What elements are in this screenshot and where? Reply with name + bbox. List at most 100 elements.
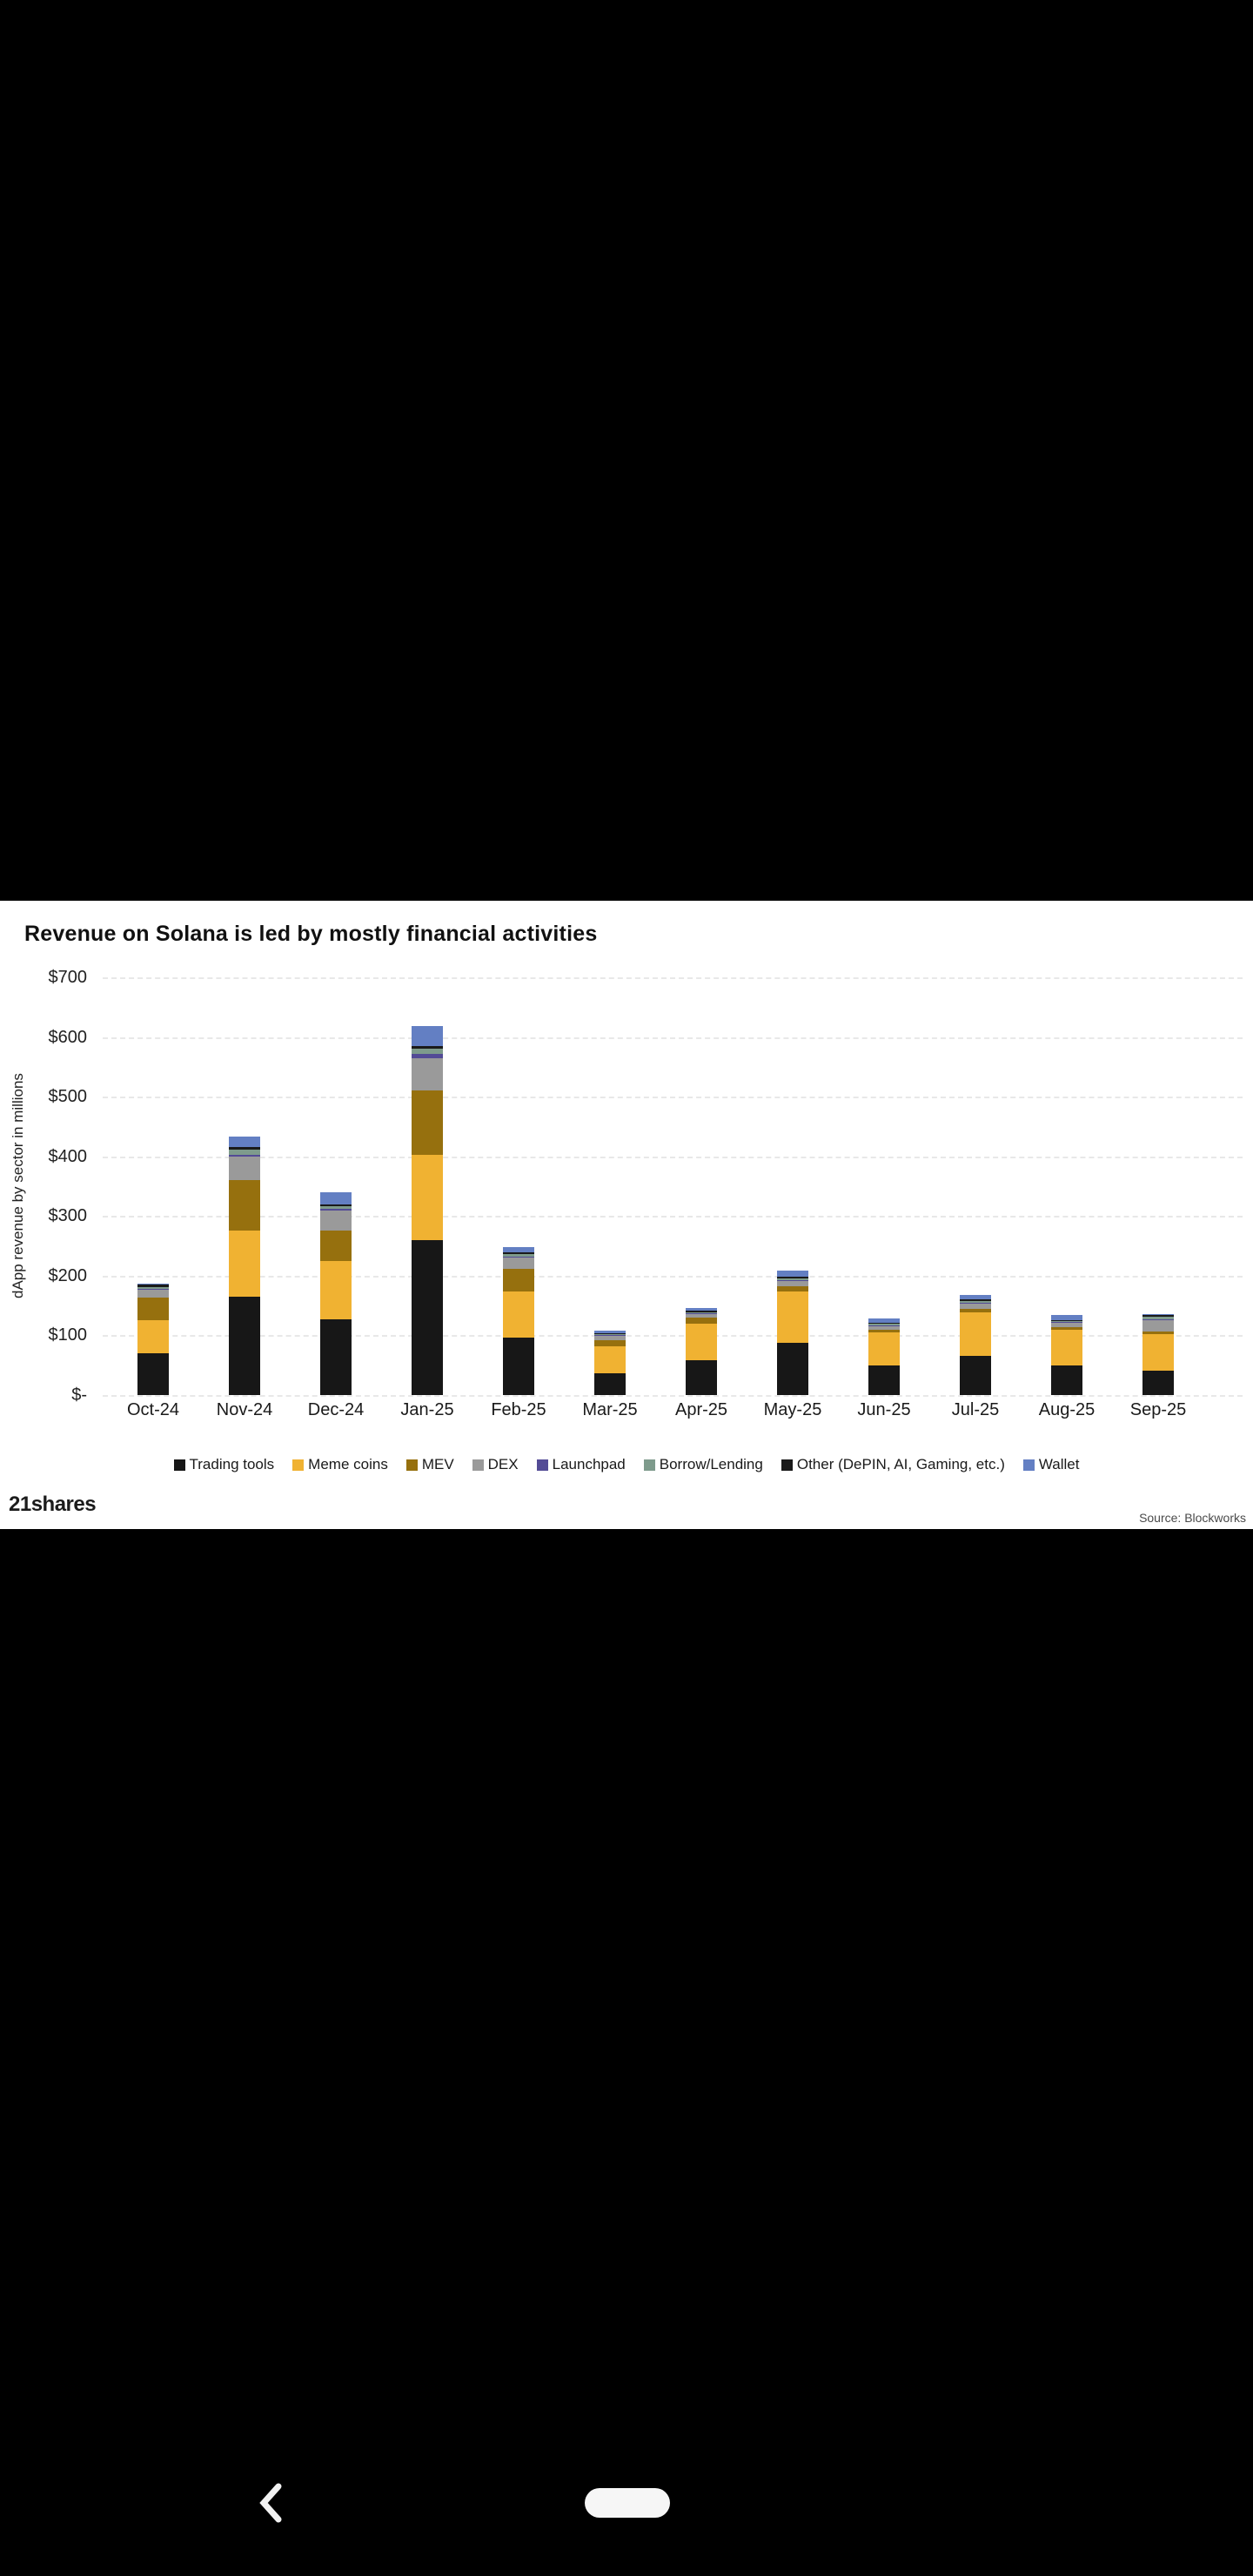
source-caption: Source: Blockworks [1139, 1511, 1246, 1525]
bar-segment [868, 1323, 900, 1325]
legend-swatch-icon [173, 1459, 185, 1471]
bar-segment [412, 1026, 443, 1046]
bar-segment [320, 1230, 352, 1261]
bar-Apr-25 [686, 977, 717, 1395]
y-tick-label: $700 [48, 968, 88, 987]
home-indicator[interactable] [585, 2488, 670, 2518]
x-tick-label: Oct-24 [126, 1400, 180, 1419]
bar-segment [686, 1311, 717, 1314]
back-button[interactable] [258, 2482, 285, 2524]
bar-segment [503, 1246, 534, 1253]
y-tick-label: $400 [48, 1146, 88, 1166]
bar-segment [320, 1204, 352, 1206]
bar-segment [960, 1356, 991, 1395]
legend-item: Borrow/Lending [643, 1456, 763, 1473]
bar-segment [777, 1343, 808, 1395]
bar-segment [868, 1332, 900, 1366]
bar-segment [1051, 1326, 1082, 1331]
bar-segment [137, 1286, 169, 1289]
x-tick-label: Dec-24 [307, 1400, 365, 1419]
bar-segment [320, 1191, 352, 1204]
legend-item: Launchpad [536, 1456, 626, 1473]
y-tick-label: $600 [48, 1027, 88, 1047]
bar-segment [320, 1209, 352, 1211]
bar-segment [503, 1258, 534, 1269]
bar-Dec-24 [320, 977, 352, 1395]
bar-segment [686, 1313, 717, 1314]
legend-label: Other (DePIN, AI, Gaming, etc.) [796, 1456, 1005, 1472]
bar-segment [777, 1271, 808, 1277]
bar-segment [1142, 1318, 1174, 1320]
gridline [103, 1395, 1243, 1397]
legend-label: Borrow/Lending [659, 1456, 763, 1472]
bar-segment [1051, 1320, 1082, 1323]
bar-segment [229, 1137, 260, 1148]
bar-segment [868, 1329, 900, 1332]
bar-segment [1142, 1370, 1174, 1395]
bar-segment [412, 1049, 443, 1054]
gridline [103, 1275, 1243, 1278]
bar-segment [503, 1268, 534, 1292]
bar-segment [960, 1299, 991, 1301]
plot-area: $- $100 $200 $300 $400 $500 $600 $700 Oct-24 Nov-… [0, 969, 1253, 1419]
bar-segment [1142, 1314, 1174, 1316]
bar-segment [1051, 1315, 1082, 1320]
bar-segment [686, 1323, 717, 1360]
y-tick-label: $500 [48, 1087, 88, 1107]
y-tick-label: $- [71, 1385, 87, 1405]
bar-segment [229, 1147, 260, 1150]
bar-segment [1142, 1334, 1174, 1371]
bar-segment [777, 1286, 808, 1291]
bar-segment [503, 1337, 534, 1395]
x-tick-label: Sep-25 [1129, 1400, 1187, 1419]
bar-segment [594, 1334, 626, 1336]
bar-segment [960, 1308, 991, 1312]
bar-segment [960, 1294, 991, 1300]
bar-segment [137, 1290, 169, 1298]
bar-segment [1142, 1332, 1174, 1335]
legend-item: Trading tools [173, 1456, 275, 1473]
legend-swatch-icon [1022, 1459, 1035, 1471]
bar-segment [1051, 1319, 1082, 1321]
bar-segment [1051, 1330, 1082, 1366]
legend-swatch-icon [781, 1459, 793, 1471]
bar-segment [868, 1318, 900, 1324]
bar-segment [1142, 1317, 1174, 1319]
y-tick-label: $300 [48, 1206, 88, 1226]
bar-segment [503, 1254, 534, 1257]
bar-segment [1051, 1365, 1082, 1395]
legend: Trading tools Meme coins MEV DEX Launchpad Bo… [0, 1456, 1253, 1473]
x-tick-label: Nov-24 [216, 1400, 273, 1419]
bar-segment [503, 1256, 534, 1258]
bar-segment [229, 1180, 260, 1231]
legend-item: Other (DePIN, AI, Gaming, etc.) [781, 1456, 1005, 1473]
x-tick-label: Jul-25 [951, 1400, 1000, 1419]
bar-segment [503, 1291, 534, 1338]
y-tick-label: $100 [48, 1325, 88, 1345]
bar-segment [412, 1155, 443, 1240]
bar-segment [960, 1300, 991, 1303]
x-tick-label: Feb-25 [491, 1400, 546, 1419]
chart-image-panel: Revenue on Solana is led by mostly finan… [0, 901, 1253, 1529]
bar-segment [229, 1150, 260, 1155]
bar-segment [594, 1336, 626, 1340]
legend-swatch-icon [472, 1459, 484, 1471]
bar-segment [229, 1231, 260, 1297]
chevron-left-icon [259, 2483, 282, 2523]
bar-segment [137, 1285, 169, 1287]
bar-segment [229, 1156, 260, 1181]
bar-Nov-24 [229, 977, 260, 1395]
bar-segment [137, 1353, 169, 1395]
bar-segment [594, 1339, 626, 1346]
bar-segment [320, 1205, 352, 1210]
bar-Jul-25 [960, 977, 991, 1395]
bar-segment [137, 1288, 169, 1291]
bar-segment [777, 1291, 808, 1344]
bar-segment [1142, 1315, 1174, 1318]
bar-segment [1051, 1322, 1082, 1324]
bar-Feb-25 [503, 977, 534, 1395]
gridline [103, 977, 1243, 979]
bar-segment [686, 1317, 717, 1324]
legend-label: Trading tools [189, 1456, 275, 1472]
bar-May-25 [777, 977, 808, 1395]
